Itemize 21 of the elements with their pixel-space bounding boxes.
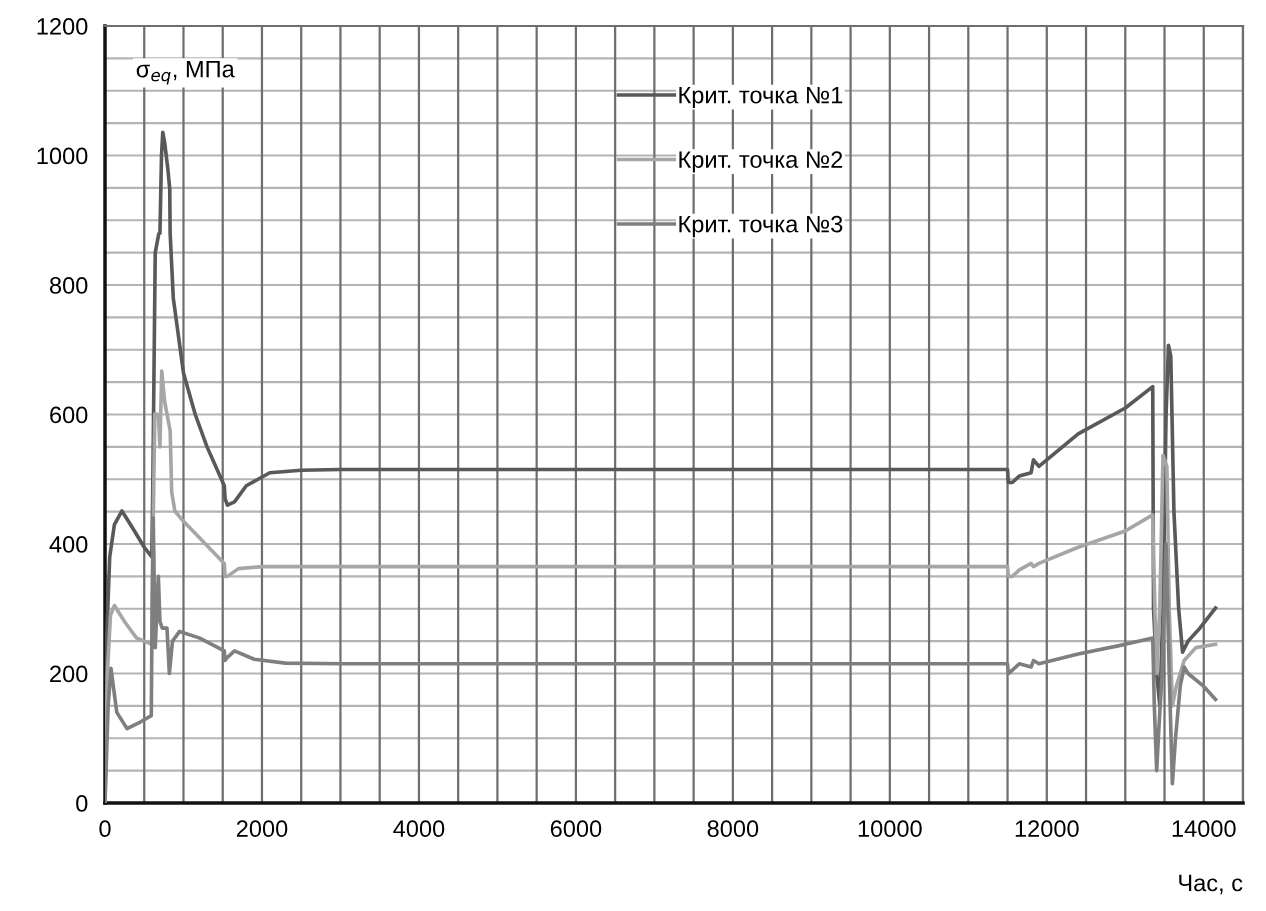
y-tick-label: 600 xyxy=(50,406,88,424)
legend-label: Крит. точка №3 xyxy=(679,215,843,238)
x-tick-label: 4000 xyxy=(393,820,445,838)
y-tick-label: 400 xyxy=(49,536,88,553)
y-tick-label: 1200 xyxy=(37,18,88,35)
y-tick-label: 200 xyxy=(50,665,88,683)
legend-label: Крит. точка №1 xyxy=(679,86,843,109)
legend-label: Крит. точка №2 xyxy=(679,151,843,173)
x-tick-label: 6000 xyxy=(550,820,602,838)
y-tick-label: 800 xyxy=(49,277,88,294)
line-series xyxy=(105,516,1218,803)
y-axis-title: σ$_{eq}$, МПа xyxy=(136,60,235,85)
x-tick-label: 2000 xyxy=(236,820,288,838)
y-tick-label: 1000 xyxy=(37,147,88,165)
x-tick-label: 14000 xyxy=(1172,820,1236,838)
x-tick-label: 12000 xyxy=(1015,820,1079,838)
y-tick-label: 0 xyxy=(76,795,88,812)
x-tick-label: 10000 xyxy=(858,820,922,838)
x-tick-label: 0 xyxy=(99,820,111,838)
x-tick-label: 8000 xyxy=(707,820,759,838)
x-axis-title: Час, с xyxy=(1179,874,1243,895)
